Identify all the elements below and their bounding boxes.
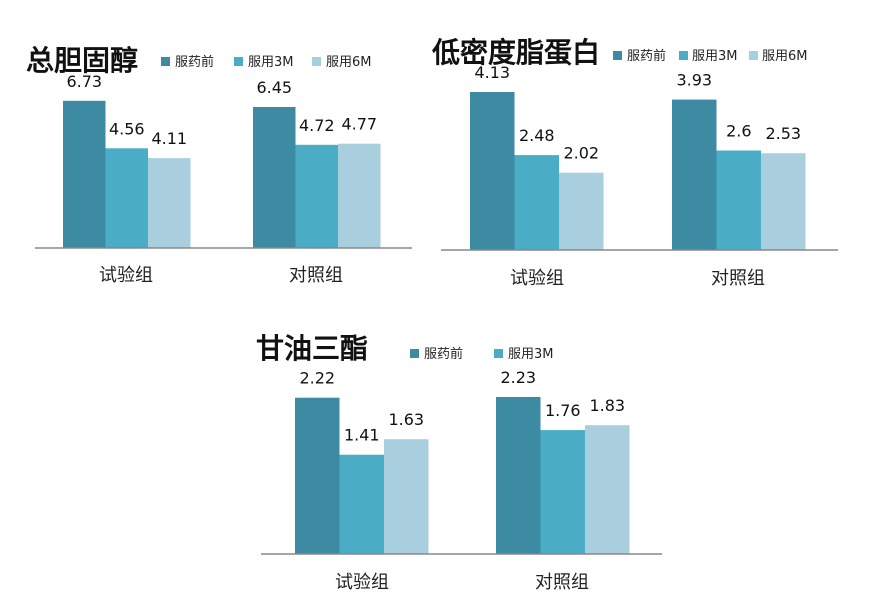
chart-1-legend-swatch-2 xyxy=(312,57,321,66)
chart-1-bar-1-1 xyxy=(295,144,338,248)
chart-2-bar-0-0 xyxy=(470,92,515,250)
chart-2-bar-0-1 xyxy=(514,155,559,250)
chart-2-data-label-1-1: 2.6 xyxy=(726,122,751,141)
chart-1-bar-0-1 xyxy=(105,148,148,248)
chart-3-category-label-0: 试验组 xyxy=(335,572,389,593)
chart-2-title: 低密度脂蛋白 xyxy=(431,36,600,69)
chart-3-data-label-0-1: 1.41 xyxy=(344,426,380,445)
chart-2-legend-label-0: 服药前 xyxy=(627,48,666,64)
chart-1-bar-0-2 xyxy=(148,158,191,248)
chart-2-legend-label-1: 服用3M xyxy=(692,49,738,64)
chart-1-bar-0-0 xyxy=(63,100,106,248)
chart-3-data-label-0-0: 2.22 xyxy=(299,369,335,388)
chart-2-bar-1-1 xyxy=(716,150,761,250)
chart-3-data-label-1-0: 2.23 xyxy=(500,368,536,387)
chart-3-legend-swatch-0 xyxy=(410,349,419,358)
chart-1-legend-swatch-0 xyxy=(161,57,170,66)
chart-2-bars: 4.13 2.48 2.02 3.93 2.6 2.53 xyxy=(470,63,806,250)
chart-1-title: 总胆固醇 xyxy=(26,44,138,77)
chart-1-legend-label-1: 服用3M xyxy=(248,55,294,70)
chart-3-bar-0-1 xyxy=(339,454,384,554)
chart-2-legend-swatch-1 xyxy=(679,51,688,60)
chart-1-data-label-0-2: 4.11 xyxy=(151,129,187,148)
chart-1-bar-1-2 xyxy=(338,143,381,248)
chart-2-legend-swatch-0 xyxy=(613,51,622,60)
chart-ldl: 低密度脂蛋白 服药前 服用3M 服用6M 4.13 2.48 2.02 3.93 2.6… xyxy=(431,36,838,289)
chart-3-legend-swatch-1 xyxy=(494,349,503,358)
chart-3-bar-0-0 xyxy=(295,397,340,554)
chart-3-bar-1-2 xyxy=(585,425,630,554)
chart-3-data-label-1-2: 1.83 xyxy=(589,396,625,415)
chart-3-legend-label-1: 服用3M xyxy=(508,347,554,362)
chart-2-bar-0-2 xyxy=(559,172,604,250)
chart-total-cholesterol: 总胆固醇 服药前 服用3M 服用6M 6.73 4.56 4.11 6.45 4.72 4… xyxy=(26,44,412,286)
chart-1-legend-swatch-1 xyxy=(234,57,243,66)
chart-1-data-label-0-1: 4.56 xyxy=(109,119,145,138)
chart-2-data-label-0-0: 4.13 xyxy=(474,63,510,82)
chart-1-bar-1-0 xyxy=(253,107,296,248)
chart-3-data-label-0-2: 1.63 xyxy=(388,410,424,429)
chart-3-data-label-1-1: 1.76 xyxy=(545,401,581,420)
chart-2-category-label-1: 对照组 xyxy=(711,268,765,289)
chart-1-data-label-1-1: 4.72 xyxy=(299,116,335,135)
chart-1-category-label-0: 试验组 xyxy=(99,265,153,286)
chart-2-legend: 服药前 服用3M 服用6M xyxy=(613,48,808,64)
chart-3-bar-1-1 xyxy=(540,430,585,554)
chart-1-legend: 服药前 服用3M 服用6M xyxy=(161,54,372,70)
chart-1-legend-label-0: 服药前 xyxy=(175,54,214,70)
chart-2-data-label-1-0: 3.93 xyxy=(676,71,712,90)
chart-2-legend-label-2: 服用6M xyxy=(762,49,808,64)
chart-2-bar-1-0 xyxy=(672,99,717,250)
chart-triglycerides: 甘油三酯 服药前 服用3M 2.22 1.41 1.63 2.23 1.76 1.83 试… xyxy=(256,332,662,593)
chart-2-bar-1-2 xyxy=(761,153,806,250)
chart-3-title: 甘油三酯 xyxy=(256,332,368,365)
chart-1-data-label-1-0: 6.45 xyxy=(256,78,292,97)
chart-2-data-label-1-2: 2.53 xyxy=(765,124,801,143)
chart-1-bars: 6.73 4.56 4.11 6.45 4.72 4.77 xyxy=(63,72,381,248)
chart-1-data-label-1-2: 4.77 xyxy=(341,115,377,134)
chart-3-legend: 服药前 服用3M xyxy=(410,346,554,362)
chart-2-data-label-0-1: 2.48 xyxy=(519,126,555,145)
chart-1-category-label-1: 对照组 xyxy=(289,265,343,286)
chart-3-category-label-1: 对照组 xyxy=(535,572,589,593)
chart-1-data-label-0-0: 6.73 xyxy=(66,72,102,91)
chart-2-data-label-0-2: 2.02 xyxy=(563,144,599,163)
chart-3-bars: 2.22 1.41 1.63 2.23 1.76 1.83 xyxy=(295,368,630,554)
chart-3-bar-0-2 xyxy=(384,439,429,554)
chart-3-bar-1-0 xyxy=(496,397,541,554)
chart-3-legend-label-0: 服药前 xyxy=(424,346,463,362)
chart-2-category-label-0: 试验组 xyxy=(510,268,564,289)
chart-1-legend-label-2: 服用6M xyxy=(326,55,372,70)
chart-2-legend-swatch-2 xyxy=(749,51,758,60)
